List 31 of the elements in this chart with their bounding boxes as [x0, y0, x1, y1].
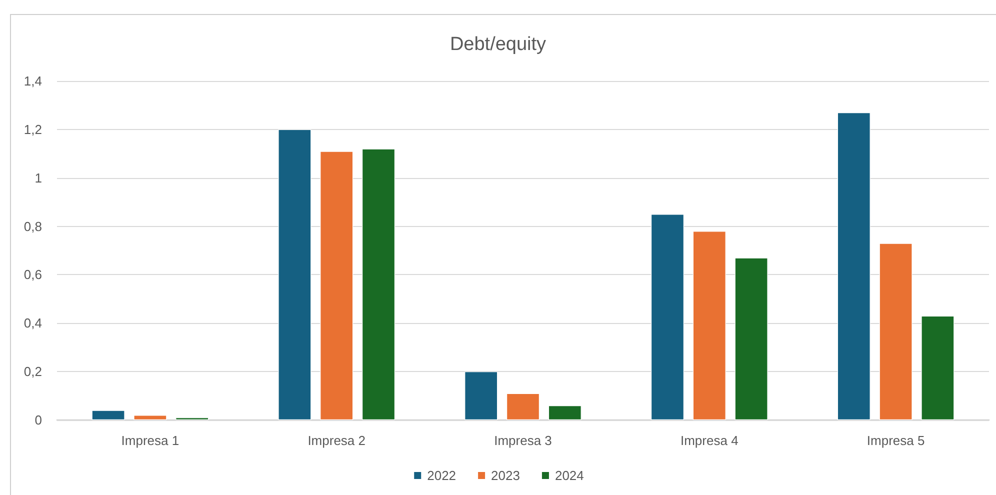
x-tick-label: Impresa 4: [680, 433, 738, 448]
bar: [92, 410, 125, 420]
y-tick-label: 0,4: [24, 316, 42, 331]
legend-label: 2024: [554, 468, 584, 483]
bar: [134, 415, 167, 420]
bar: [548, 405, 582, 420]
x-tick-label: Impresa 2: [308, 433, 366, 448]
bar: [921, 316, 954, 420]
bar: [692, 231, 726, 420]
bar: [320, 151, 354, 420]
x-tick-label: Impresa 1: [121, 433, 180, 448]
y-tick-label: 0,6: [24, 267, 42, 282]
legend-label: 2022: [427, 468, 456, 483]
y-tick-label: 0,2: [24, 364, 42, 380]
bar: [837, 112, 870, 420]
y-tick-label: 1,4: [24, 74, 42, 88]
bar: [464, 372, 498, 420]
x-tick-label: Impresa 3: [494, 433, 552, 448]
x-tick-label: Impresa 5: [866, 433, 925, 448]
bar: [362, 148, 396, 420]
bar: [506, 393, 540, 420]
legend-label: 2023: [491, 468, 520, 483]
y-tick-label: 0: [34, 412, 42, 428]
y-tick-label: 0,8: [24, 218, 42, 234]
y-tick-label: 1: [34, 170, 42, 186]
bar: [278, 129, 312, 420]
y-tick-label: 1,2: [24, 122, 42, 137]
bar: [879, 243, 912, 420]
bar: [650, 214, 684, 420]
bar: [734, 258, 768, 420]
chart-title: Debt/equity: [450, 34, 547, 55]
